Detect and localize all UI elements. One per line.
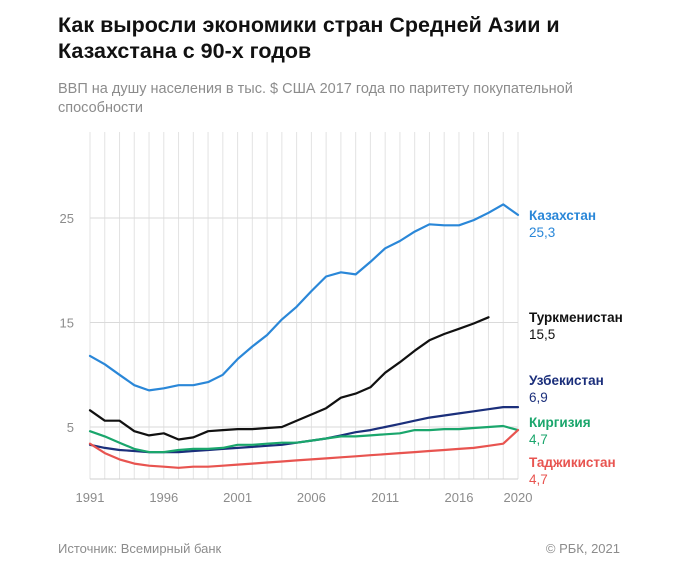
series-line bbox=[88, 429, 520, 469]
series-value-label: 4,7 bbox=[529, 432, 548, 447]
source-note: Источник: Всемирный банк bbox=[58, 541, 222, 556]
series-value-label: 15,5 bbox=[529, 327, 555, 342]
y-tick-label: 5 bbox=[67, 420, 74, 435]
series-name-label: Узбекистан bbox=[529, 373, 604, 388]
chart-title: Как выросли экономики стран Средней Азии… bbox=[58, 13, 560, 63]
x-tick-label: 1991 bbox=[76, 490, 105, 505]
series-line bbox=[88, 424, 520, 454]
x-tick-label: 1996 bbox=[149, 490, 178, 505]
x-tick-label: 2006 bbox=[297, 490, 326, 505]
copyright-note: © РБК, 2021 bbox=[545, 541, 620, 556]
x-tick-label: 2016 bbox=[445, 490, 474, 505]
x-tick-label: 2011 bbox=[371, 490, 399, 505]
series-value-label: 6,9 bbox=[529, 390, 548, 405]
series-name-label: Казахстан bbox=[529, 208, 596, 223]
series-value-label: 25,3 bbox=[529, 225, 555, 240]
series-line bbox=[88, 203, 520, 392]
x-tick-label: 2001 bbox=[223, 490, 252, 505]
y-tick-label: 25 bbox=[60, 211, 74, 226]
x-tick-label: 2020 bbox=[504, 490, 533, 505]
series-value-label: 4,7 bbox=[529, 472, 548, 487]
series-line bbox=[88, 316, 490, 441]
y-tick-label: 15 bbox=[60, 316, 74, 331]
series-name-label: Туркменистан bbox=[529, 310, 623, 325]
chart-subtitle: ВВП на душу населения в тыс. $ США 2017 … bbox=[58, 81, 573, 116]
series-name-label: Таджикистан bbox=[529, 455, 616, 470]
series-name-label: Киргизия bbox=[529, 415, 591, 430]
